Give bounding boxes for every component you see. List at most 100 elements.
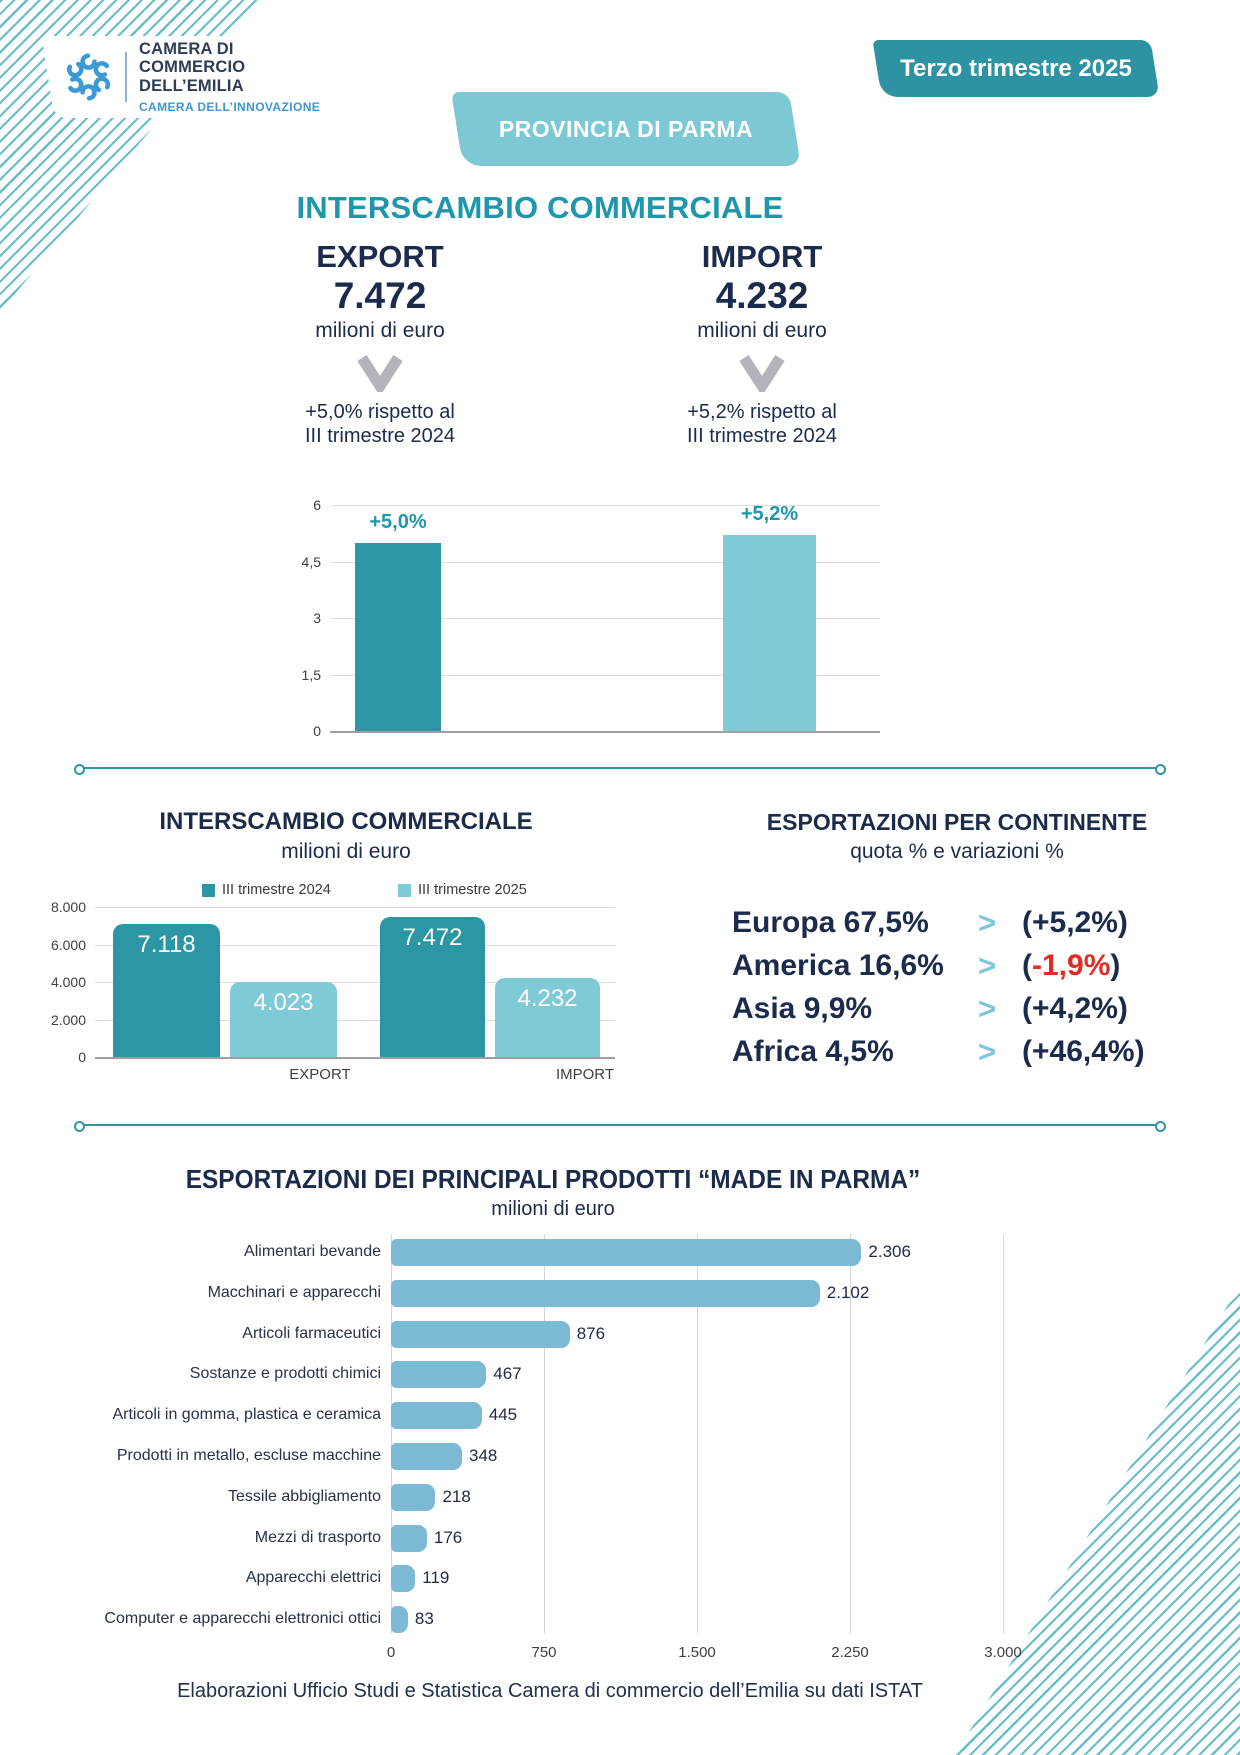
grid-line (1003, 1234, 1004, 1634)
trade-chart-title: INTERSCAMBIO COMMERCIALE (159, 808, 533, 835)
province-badge: PROVINCIA DI PARMA (451, 92, 801, 166)
product-bar (391, 1320, 570, 1348)
kpi-export-change-line1: +5,0% rispetto al (305, 401, 455, 424)
y-tick-label: 8.000 (50, 899, 86, 915)
continent-change-value: (+5,2%) (1022, 906, 1217, 940)
continents-title: ESPORTAZIONI PER CONTINENTE (766, 809, 1148, 835)
continent-change-value: (+4,2%) (1022, 992, 1217, 1026)
growth-bar-import (723, 535, 816, 731)
x-tick-label: 750 (531, 1644, 557, 1661)
paren-close: ) (1134, 1034, 1145, 1068)
logo-line-2: DELL’EMILIA (138, 76, 244, 95)
x-tick-label: 0 (386, 1644, 396, 1661)
paren-close: ) (1117, 991, 1128, 1025)
y-tick-label: 1,5 (301, 666, 321, 683)
category-label: Alimentari bevande (244, 1243, 381, 1260)
chevron-right-icon: > (978, 947, 997, 983)
grid-line (391, 1234, 392, 1634)
kpi-import: IMPORT 4.232 milioni di euro +5,2% rispe… (602, 239, 922, 448)
x-tick-label: 2.250 (831, 1644, 869, 1661)
paren-close: ) (1117, 905, 1128, 939)
bar-value-label: 119 (422, 1568, 450, 1588)
category-label: Computer e apparecchi elettronici ottici (104, 1610, 381, 1628)
kpi-import-unit: milioni di euro (697, 319, 827, 343)
legend-label-2025: III trimestre 2025 (418, 882, 527, 898)
product-bar (391, 1239, 862, 1266)
kpi-import-value: 4.232 (715, 275, 809, 317)
continent-share-label: Asia 9,9% (732, 991, 873, 1025)
y-tick-label: 4,5 (301, 553, 321, 570)
kpi-export-value: 7.472 (333, 275, 427, 317)
grid-line (95, 982, 615, 983)
chevron-right-icon: > (978, 904, 997, 940)
logo-content: CAMERA DI COMMERCIO DELL’EMILIA CAMERA D… (48, 36, 334, 118)
bar-value-label: 7.118 (137, 930, 196, 958)
kpi-export-unit: milioni di euro (315, 319, 445, 343)
kpi-export-change-line2: III trimestre 2024 (304, 424, 456, 447)
trade-bar: 4.023 (230, 981, 337, 1057)
products-chart-subtitle: milioni di euro (491, 1198, 615, 1220)
change-number: +46,4% (1032, 1034, 1135, 1068)
legend-item-2025: III trimestre 2025 (398, 882, 527, 898)
legend-swatch-2025 (398, 883, 411, 897)
bar-value-label: 467 (493, 1364, 522, 1384)
paren-close: ) (1110, 948, 1121, 982)
paren-open: ( (1022, 1034, 1032, 1068)
section-divider-1 (74, 763, 1166, 775)
kpi-import-label: IMPORT (701, 239, 823, 274)
legend-label-2024: III trimestre 2024 (222, 882, 331, 898)
bar-value-label: +5,2% (740, 503, 799, 526)
kpi-import-change-line1: +5,2% rispetto al (687, 401, 837, 424)
bar-value-label: 83 (414, 1609, 434, 1629)
paren-open: ( (1022, 905, 1032, 939)
kpi-export-change: +5,0% rispetto al III trimestre 2024 (220, 401, 540, 447)
y-tick-label: 6 (313, 497, 321, 513)
period-badge-label: Terzo trimestre 2025 (900, 54, 1132, 82)
trade-bar: 7.472 (380, 916, 485, 1057)
paren-open: ( (1022, 991, 1032, 1025)
bar-value-label: 445 (488, 1405, 518, 1425)
x-axis-line (330, 731, 880, 733)
kpi-import-arrow (602, 352, 922, 397)
chevron-down-icon (739, 355, 785, 397)
y-tick-label: 6.000 (50, 936, 86, 953)
continent-share-label: America 16,6% (732, 948, 944, 982)
bar-value-label: 7.472 (402, 923, 463, 951)
category-label: Articoli farmaceutici (242, 1324, 381, 1342)
product-bar (391, 1483, 436, 1511)
growth-bar-export (355, 542, 441, 731)
growth-chart-plot: 6 4,5 3 1,5 0 +5,0% +5,2% (302, 497, 880, 739)
bar-value-label: 4.023 (253, 988, 314, 1016)
continent-share-label: Africa 4,5% (732, 1034, 894, 1068)
grid-line (95, 1019, 615, 1021)
chevron-right-icon: > (978, 990, 997, 1026)
product-bar (391, 1361, 487, 1389)
continent-change-value: (-1,9%) (1022, 949, 1217, 983)
camera-logo-icon (66, 53, 111, 101)
trade-chart-plot: 8.000 6.000 4.000 2.000 0 7.118 7.472 4.023 4.23… (51, 899, 615, 1065)
continent-share-label: Europa 67,5% (732, 905, 929, 939)
category-label: Tessile abbigliamento (228, 1487, 381, 1505)
trade-bar: 4.232 (495, 977, 600, 1057)
products-chart: 0 750 1.500 2.250 3.000 Alimentari bevande 2.3… (90, 1232, 1170, 1672)
period-badge: Terzo trimestre 2025 (872, 40, 1160, 97)
bar-value-label: 348 (468, 1446, 498, 1465)
bar-value-label: 4.232 (517, 984, 578, 1012)
kpi-export: EXPORT 7.472 milioni di euro +5,0% rispe… (220, 239, 540, 448)
category-label: Macchinari e apparecchi (207, 1283, 381, 1301)
grid-line (330, 618, 880, 619)
page-title: INTERSCAMBIO COMMERCIALE (296, 190, 784, 225)
bar-value-label: 218 (442, 1486, 471, 1506)
x-tick-label: 3.000 (984, 1644, 1022, 1661)
product-bar (391, 1443, 462, 1470)
province-badge-label: PROVINCIA DI PARMA (498, 115, 754, 142)
kpi-import-change-line2: III trimestre 2024 (686, 424, 838, 447)
footer-source-note: Elaborazioni Ufficio Studi e Statistica … (177, 1680, 923, 1702)
category-label: Apparecchi elettrici (245, 1569, 381, 1587)
grid-line (330, 561, 880, 563)
trade-chart-subtitle: milioni di euro (281, 840, 411, 863)
grid-line (95, 944, 615, 946)
bar-value-label: 876 (576, 1323, 606, 1343)
category-label: Mezzi di trasporto (254, 1528, 381, 1546)
